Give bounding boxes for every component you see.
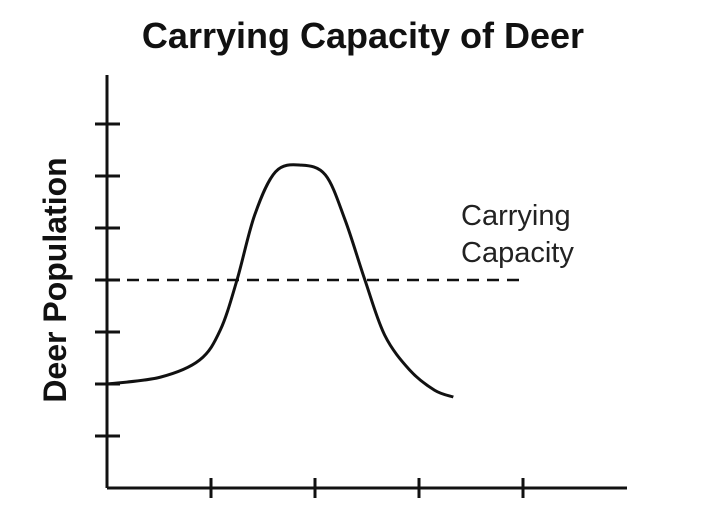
chart-title: Carrying Capacity of Deer xyxy=(142,15,584,56)
population-curve xyxy=(106,163,454,399)
y-axis-label: Deer Population xyxy=(37,157,73,402)
annotation: Carrying Capacity xyxy=(461,200,574,269)
